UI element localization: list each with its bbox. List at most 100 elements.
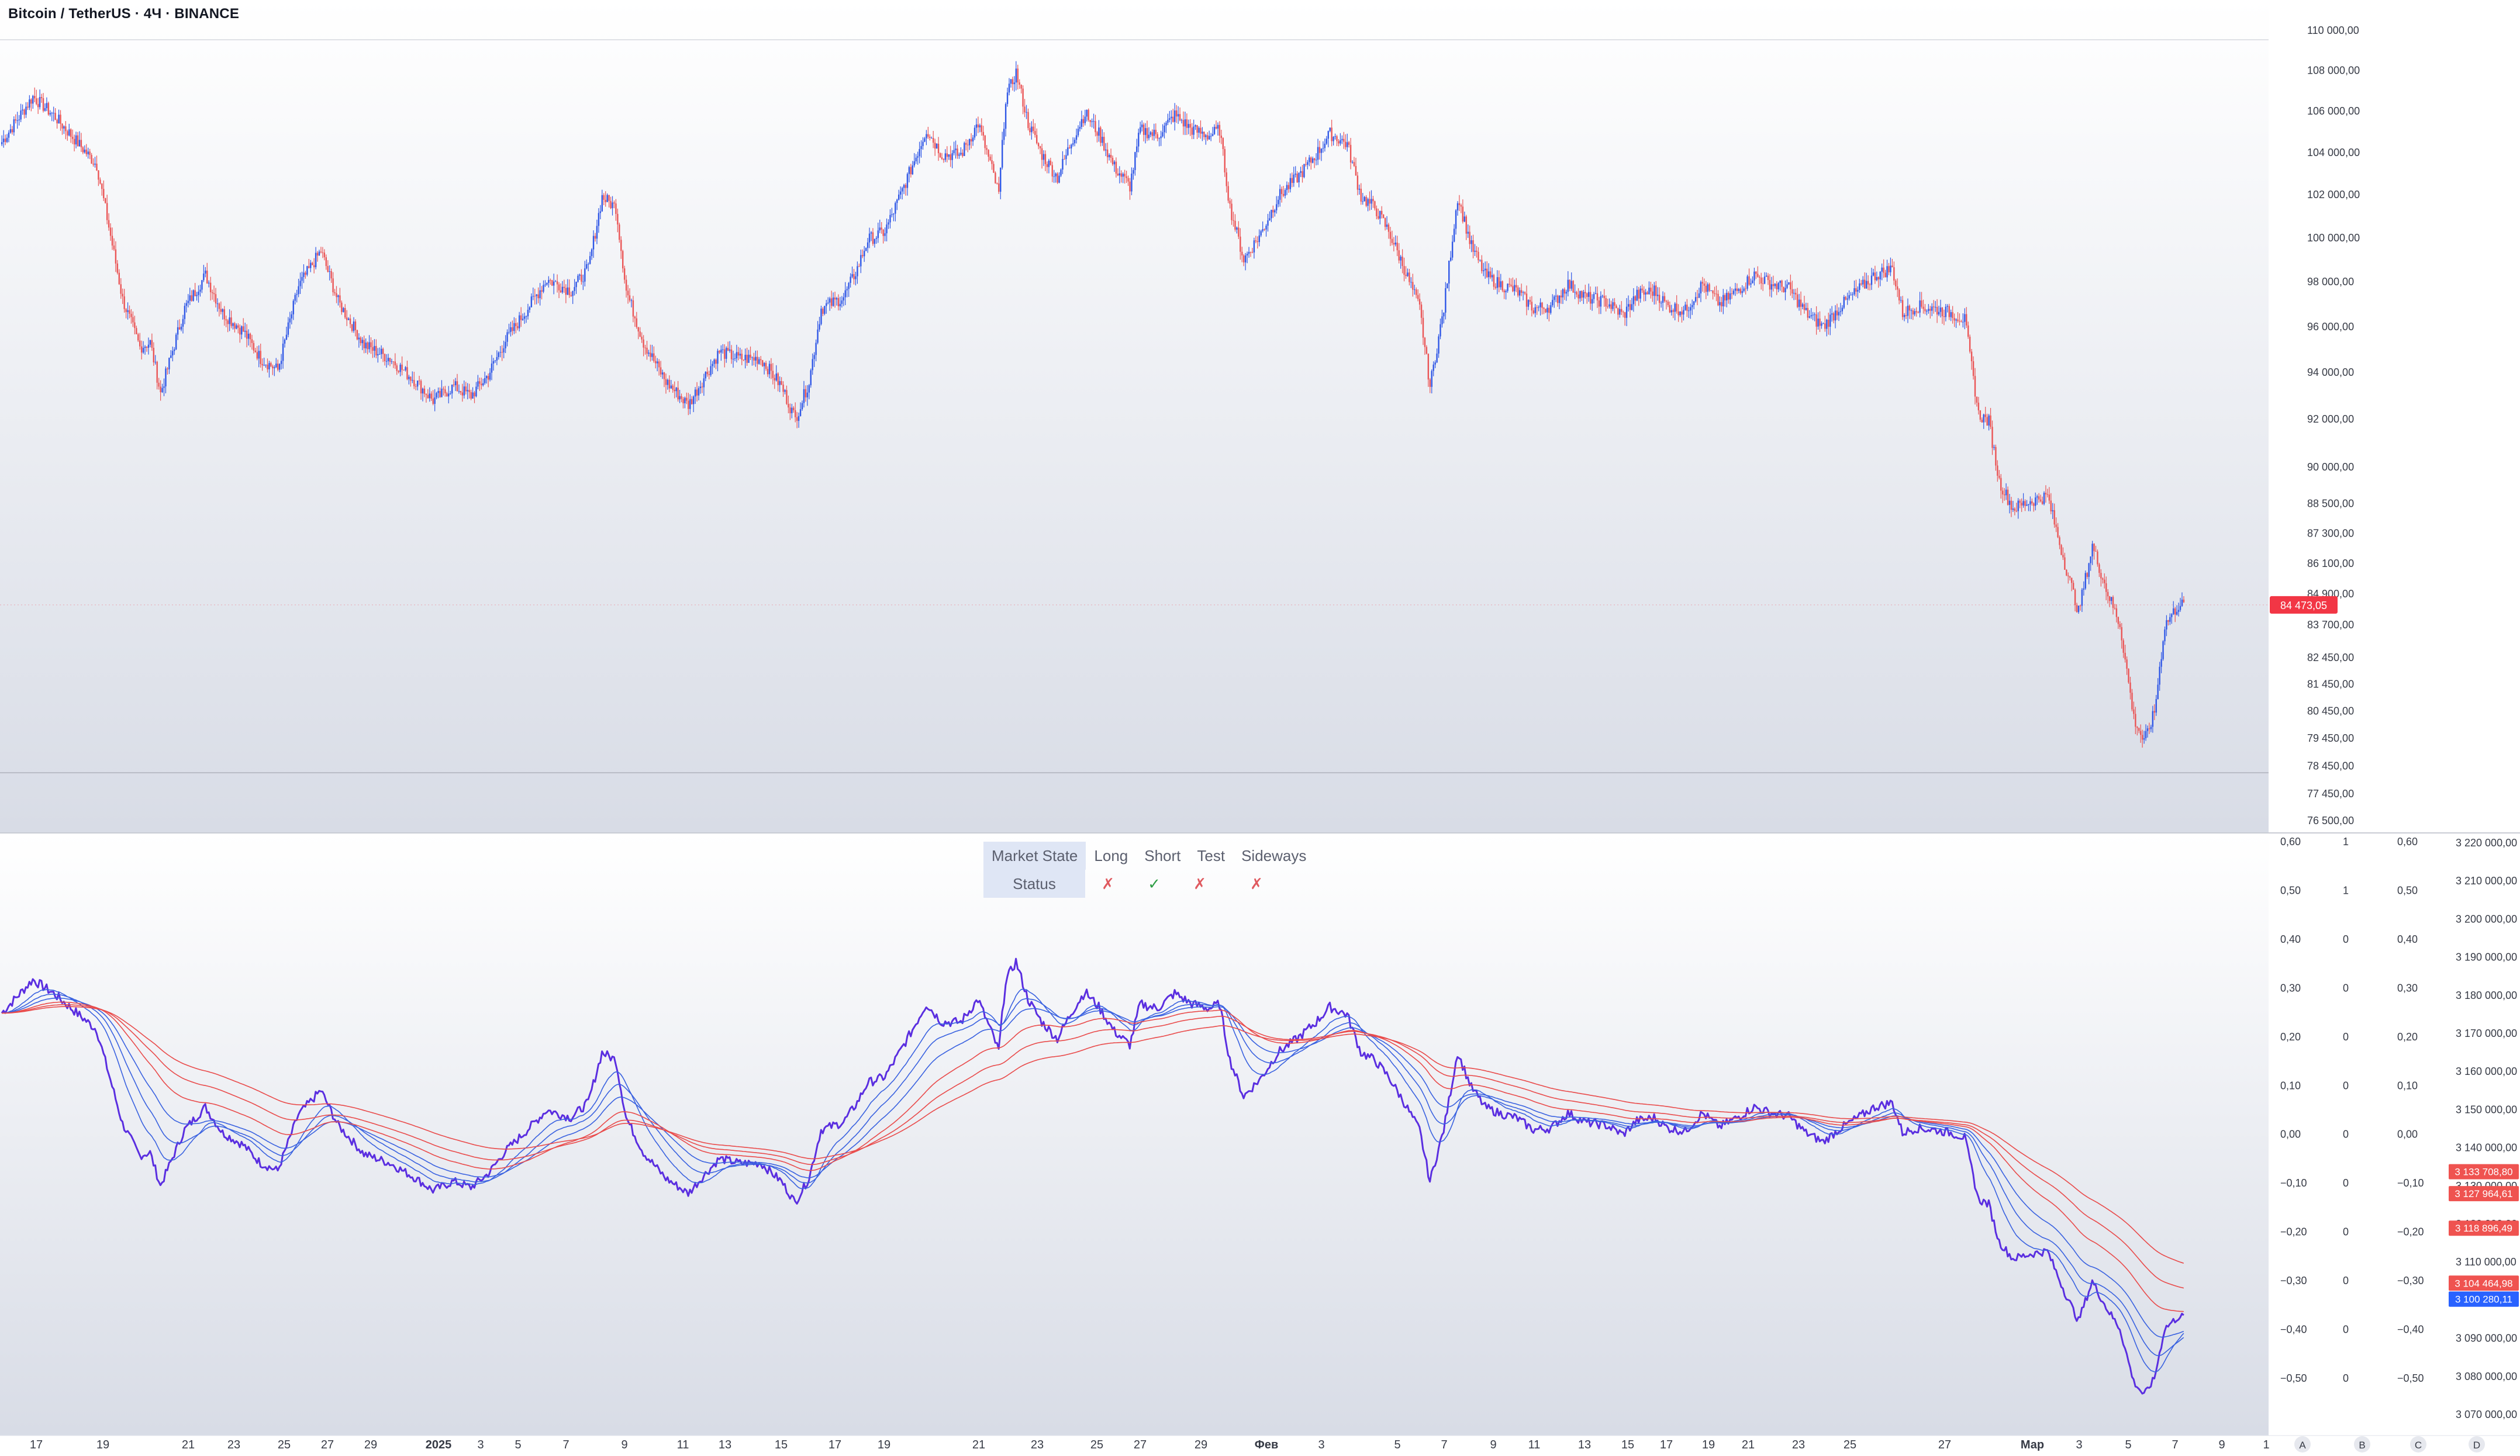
indicator-tick-label: 0,40	[2280, 933, 2301, 945]
candle-body	[882, 229, 884, 236]
candle-body	[1286, 185, 1288, 191]
indicator-tick-label: 0,00	[2280, 1129, 2301, 1140]
candle-body	[1870, 275, 1873, 285]
candle-body	[1625, 306, 1628, 318]
candle-body	[1893, 267, 1895, 281]
pane-letter-badge[interactable]	[2354, 1436, 2370, 1452]
candle-body	[477, 381, 479, 387]
candle-body	[1859, 283, 1860, 290]
candle-body	[517, 326, 519, 328]
indicator-axis[interactable]: 0,60 1 0,60 0,50 1 0,50 0,40 0 0,40 0,30 0 0,30 0,20…	[2280, 836, 2519, 1420]
candle-body	[436, 393, 437, 398]
candle-body	[387, 358, 389, 361]
candle-body	[1645, 292, 1646, 295]
candle-body	[1843, 296, 1845, 308]
candle-body	[1246, 254, 1248, 256]
candle-body	[341, 302, 343, 312]
candle-body	[1570, 281, 1572, 289]
candle-body	[1472, 240, 1474, 252]
candle-body	[2090, 556, 2091, 563]
time-axis[interactable]: 17 19 21 23 25 27 29 2025 3 5 7 9 11 13 15 17 19 21 23 25 27…	[0, 1435, 2520, 1452]
candle-body	[744, 354, 746, 361]
candle-body	[1531, 302, 1533, 311]
candle-body	[1888, 266, 1890, 272]
candle-body	[530, 296, 533, 307]
candle-body	[1795, 293, 1797, 295]
candle-body	[474, 392, 475, 396]
candle-body	[465, 386, 467, 392]
candle-body	[1574, 292, 1576, 293]
last-price-label: 84 473,05	[2280, 600, 2327, 611]
candle-body	[1500, 281, 1501, 288]
candle-body	[2029, 501, 2031, 505]
time-tick-label: 2025	[426, 1438, 452, 1451]
price-axis[interactable]: 110 000,00 108 000,00 106 000,00 104 000,00…	[0, 25, 2360, 826]
pane-letter-badge[interactable]	[2410, 1436, 2426, 1452]
candle-body	[1310, 157, 1312, 163]
candle-body	[46, 103, 48, 108]
candle-body	[1425, 347, 1428, 354]
candle-body	[1860, 283, 1862, 285]
candle-body	[209, 282, 212, 293]
candle-body	[1522, 292, 1524, 293]
candle-body	[1401, 257, 1403, 267]
candle-body	[1591, 299, 1593, 304]
candle-body	[1603, 295, 1605, 299]
candle-body	[965, 143, 967, 145]
candle-body	[1088, 109, 1089, 120]
candle-body	[241, 326, 243, 335]
indicator-value-badge	[2449, 1164, 2519, 1180]
candle-body	[1381, 210, 1383, 215]
candle-body	[367, 343, 368, 350]
candle-body	[225, 319, 227, 321]
candle-body	[788, 404, 789, 408]
candle-body	[1903, 315, 1905, 317]
candle-body	[1220, 136, 1223, 139]
candle-body	[962, 153, 964, 156]
candle-body	[1108, 155, 1110, 158]
candle-body	[1600, 296, 1602, 307]
candle-body	[1474, 250, 1476, 252]
pane-letter-badge[interactable]	[2294, 1436, 2311, 1452]
candle-body	[1200, 127, 1202, 134]
candle-body	[2045, 493, 2047, 494]
candle-body	[653, 353, 655, 361]
candle-body	[872, 232, 874, 244]
candle-body	[346, 317, 348, 320]
candle-body	[1177, 114, 1179, 117]
candle-body	[1952, 312, 1953, 319]
indicator-right-tick-label: 3 150 000,00	[2456, 1104, 2517, 1115]
candle-body	[301, 276, 303, 281]
short-header: Short	[1144, 846, 1181, 864]
candle-body	[292, 300, 294, 314]
candle-body	[1712, 290, 1714, 293]
candle-body	[1241, 251, 1243, 256]
candle-body	[2112, 597, 2114, 608]
candle-body	[641, 336, 643, 340]
candle-body	[1784, 288, 1786, 292]
candle-body	[2119, 624, 2121, 627]
candle-body	[967, 144, 969, 146]
candle-body	[968, 139, 971, 146]
candle-body	[1964, 314, 1966, 322]
candle-body	[470, 392, 472, 399]
candle-body	[2148, 728, 2150, 729]
candle-body	[1309, 157, 1310, 162]
time-tick-label: 21	[182, 1438, 195, 1451]
candle-body	[1726, 292, 1728, 300]
candle-body	[1478, 251, 1479, 261]
pane-letter-badge[interactable]	[2469, 1436, 2485, 1452]
candle-body	[1236, 227, 1238, 230]
indicator-right-tick-label: 3 220 000,00	[2456, 837, 2517, 849]
candle-body	[353, 321, 355, 331]
candle-body	[1265, 226, 1267, 230]
candle-body	[1329, 127, 1331, 132]
candle-body	[2081, 589, 2083, 606]
candle-body	[2028, 504, 2029, 506]
moving-average-line	[1, 997, 2184, 1338]
candle-body	[448, 393, 450, 397]
candle-body	[1243, 255, 1245, 262]
candle-body	[1759, 276, 1760, 278]
candle-body	[1000, 167, 1002, 192]
